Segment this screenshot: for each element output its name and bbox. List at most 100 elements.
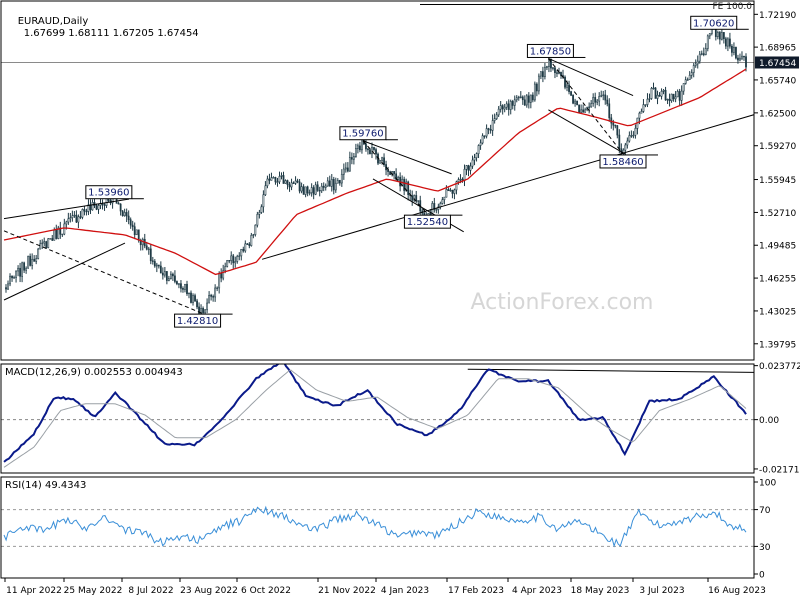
candle-body xyxy=(85,210,88,213)
candles-group xyxy=(5,23,747,319)
candle-body xyxy=(155,264,158,267)
frame-rsi xyxy=(0,476,755,579)
candle-body xyxy=(244,243,247,252)
candle-body xyxy=(745,56,747,68)
candle-body xyxy=(459,178,462,181)
candle-body xyxy=(69,217,72,220)
frame-macd xyxy=(0,363,755,474)
candle-body xyxy=(224,266,227,271)
macd-resistance-line xyxy=(467,368,754,373)
candle-body xyxy=(176,281,178,285)
candle-body xyxy=(632,134,635,137)
candle-body xyxy=(314,184,317,195)
candle-body xyxy=(525,95,528,106)
x-tick-label: 11 Apr 2022 xyxy=(6,586,62,596)
candle-body xyxy=(397,176,400,180)
candle-body xyxy=(192,295,194,303)
candle-body xyxy=(544,66,546,77)
candle-body xyxy=(161,272,164,276)
candle-body xyxy=(584,109,587,113)
candle-body xyxy=(133,226,136,236)
candle-body xyxy=(264,185,267,196)
candle-body xyxy=(727,38,729,47)
candle-body xyxy=(411,195,414,201)
candle-body xyxy=(443,196,446,200)
candle-body xyxy=(477,145,480,154)
candle-body xyxy=(455,181,458,191)
candle-body xyxy=(704,48,707,55)
candle-body xyxy=(580,109,583,113)
candle-body xyxy=(616,125,619,136)
rsi-panel xyxy=(1,505,754,548)
candle-body xyxy=(741,55,743,59)
candle-body xyxy=(71,215,74,218)
price-tick-label: 1.59270 xyxy=(759,142,796,152)
price-label-text: 1.58460 xyxy=(602,157,643,168)
candle-body xyxy=(61,233,64,236)
candle-body xyxy=(574,100,576,104)
candle-body xyxy=(648,98,651,100)
trendline xyxy=(3,242,126,301)
candle-body xyxy=(379,160,381,164)
symbol-header: EURAUD,Daily 1.67699 1.68111 1.67205 1.6… xyxy=(5,4,199,52)
candle-body xyxy=(578,104,581,113)
candle-body xyxy=(465,165,468,170)
candle-body xyxy=(375,149,377,155)
candle-body xyxy=(582,109,585,113)
rsi-tick-label: 30 xyxy=(759,543,771,553)
candle-body xyxy=(369,149,371,155)
candle-body xyxy=(121,210,124,217)
candle-body xyxy=(149,248,152,262)
candle-body xyxy=(733,47,735,53)
candle-body xyxy=(57,227,60,239)
candle-body xyxy=(248,243,251,246)
candle-body xyxy=(495,114,498,119)
candle-body xyxy=(220,272,223,279)
last-price-tag xyxy=(755,56,799,69)
candle-body xyxy=(184,283,186,290)
dashed-trendline xyxy=(3,230,202,314)
candle-body xyxy=(304,186,307,195)
candle-body xyxy=(592,97,595,104)
price-tick-label: 1.72190 xyxy=(759,11,796,21)
candle-body xyxy=(662,89,665,92)
candle-body xyxy=(608,103,611,119)
candle-body xyxy=(737,57,739,61)
candle-body xyxy=(716,32,719,37)
candle-body xyxy=(676,91,679,98)
candle-body xyxy=(41,242,44,245)
candle-body xyxy=(602,94,605,96)
candle-body xyxy=(147,248,150,250)
x-tick-label: 3 Jul 2023 xyxy=(639,586,684,596)
candle-body xyxy=(328,180,331,187)
candle-body xyxy=(188,292,190,295)
price-label-box xyxy=(174,313,222,328)
candle-body xyxy=(81,209,84,218)
candle-body xyxy=(334,182,337,191)
candle-body xyxy=(294,180,297,184)
candle-body xyxy=(531,94,534,101)
candle-body xyxy=(13,277,15,279)
candle-body xyxy=(292,182,295,184)
candle-body xyxy=(25,267,28,271)
candle-body xyxy=(216,287,219,289)
macd-tick-label: 0.023772 xyxy=(759,362,800,372)
candle-body xyxy=(473,157,476,161)
candle-body xyxy=(318,189,321,192)
frame-main xyxy=(0,0,755,361)
candle-body xyxy=(708,33,711,37)
candle-body xyxy=(457,179,460,183)
candle-body xyxy=(485,128,488,137)
candle-body xyxy=(640,111,643,114)
candle-body xyxy=(487,128,490,130)
candle-body xyxy=(49,238,52,240)
candle-body xyxy=(246,243,249,245)
candle-body xyxy=(634,128,637,136)
candle-body xyxy=(33,258,36,262)
candle-body xyxy=(469,165,472,171)
price-label-box xyxy=(339,126,387,141)
candle-body xyxy=(242,248,245,252)
candle-body xyxy=(79,216,82,218)
candle-body xyxy=(182,288,184,290)
